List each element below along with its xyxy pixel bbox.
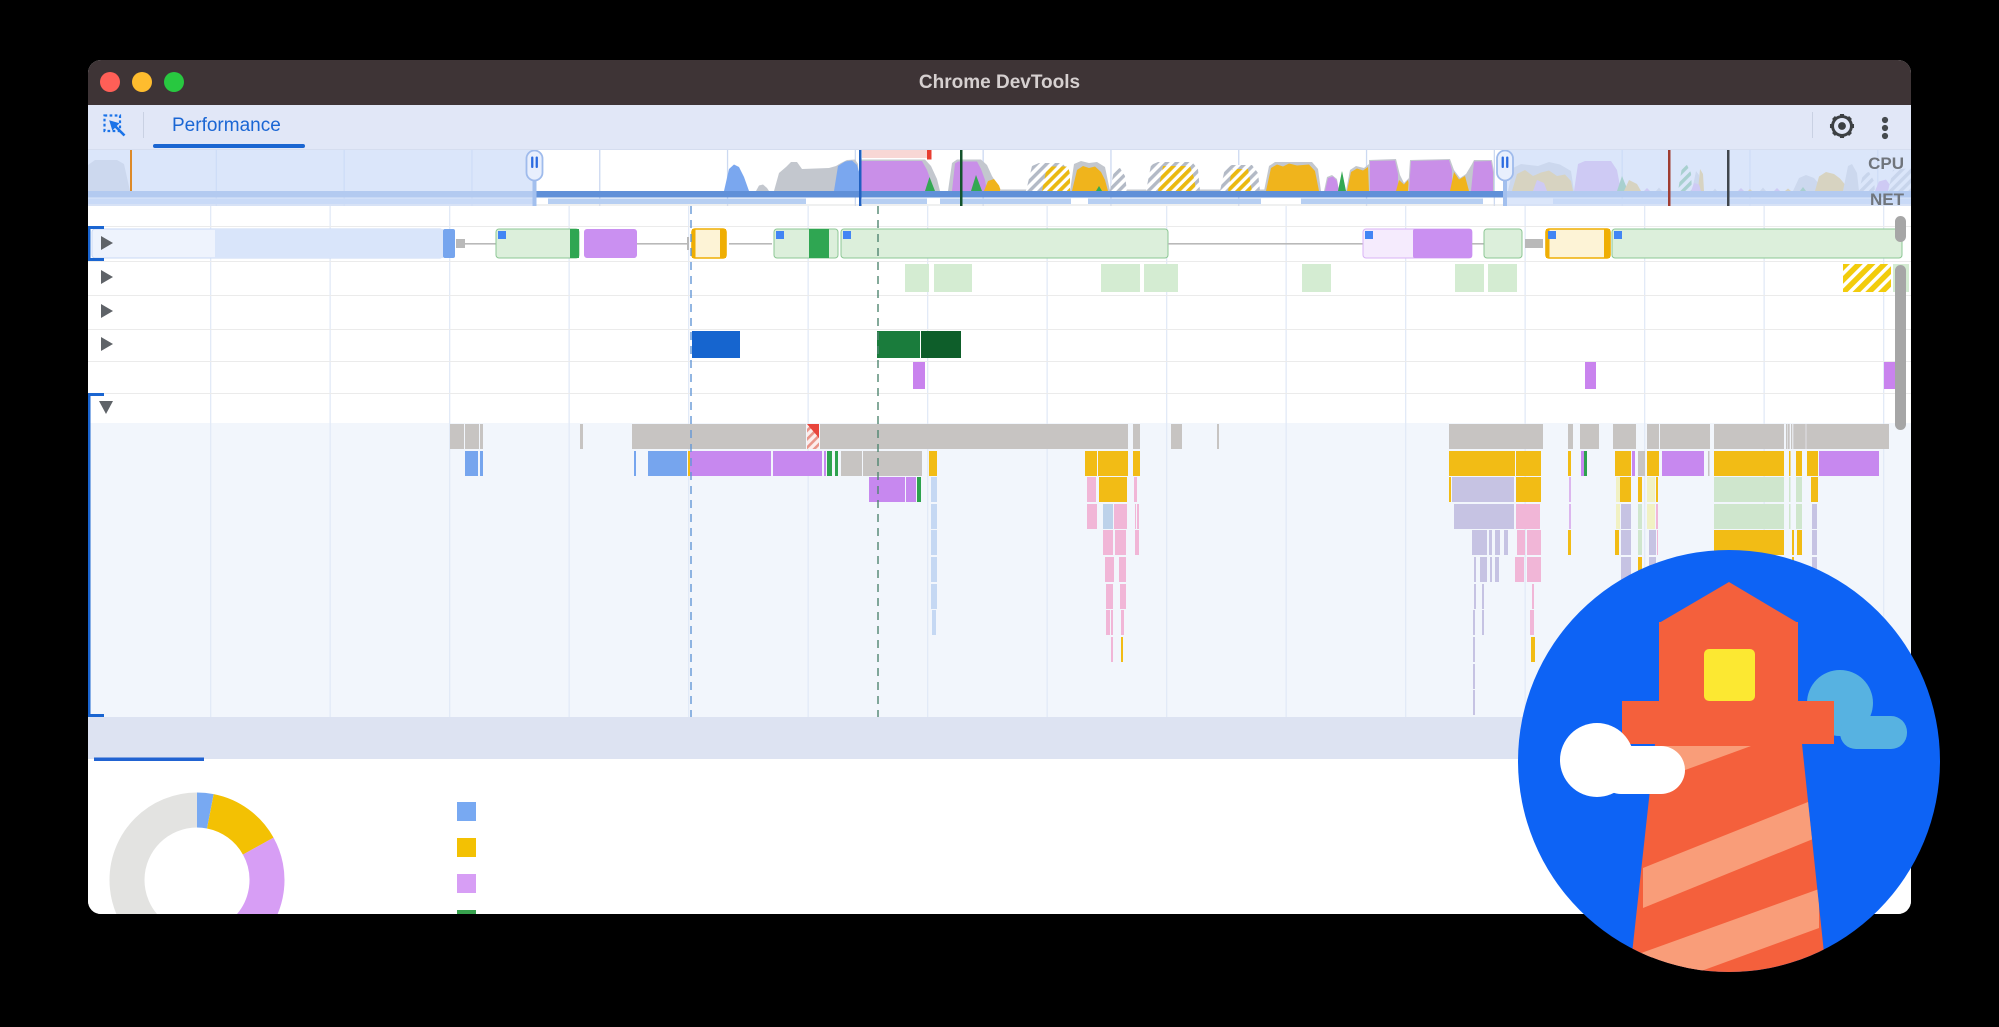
svg-text:NET: NET <box>1870 190 1905 206</box>
svg-text:CPU: CPU <box>1868 154 1904 173</box>
